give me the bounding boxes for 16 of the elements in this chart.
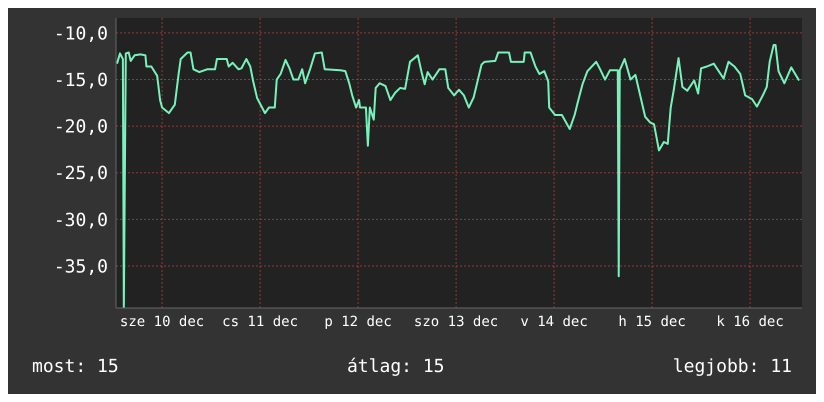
y-tick-label: -35,0	[54, 256, 108, 278]
y-tick-label: -20,0	[54, 116, 108, 138]
text: átlag: 15	[346, 356, 445, 377]
x-tick-label: v 14 dec	[520, 314, 588, 330]
x-tick-label: p 12 dec	[324, 314, 392, 330]
x-tick-label: h 15 dec	[618, 314, 686, 330]
x-tick-label: szo 13 dec	[414, 314, 498, 330]
text: legjobb: 11	[672, 356, 792, 377]
y-tick-label: -15,0	[54, 70, 108, 91]
y-tick-label: -30,0	[54, 210, 108, 231]
text: most: 15	[32, 356, 119, 377]
x-tick-label: sze 10 dec	[120, 314, 204, 330]
y-tick-label: -10,0	[54, 23, 108, 44]
x-tick-label: k 16 dec	[716, 314, 784, 330]
x-tick-label: cs 11 dec	[222, 314, 298, 330]
y-tick-label: -25,0	[54, 163, 108, 184]
